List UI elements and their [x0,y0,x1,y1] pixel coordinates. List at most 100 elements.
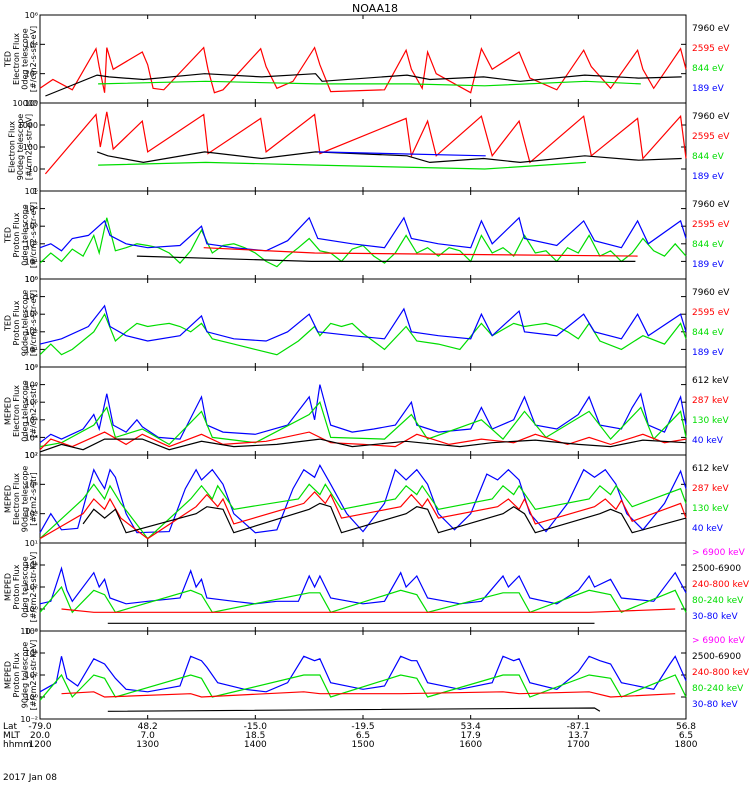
y-tick-label: 1 [33,187,38,196]
legend-entry: 40 keV [692,436,724,446]
y-tick-label: 10⁰ [25,693,38,702]
x-row-value: 18.5 [245,731,265,741]
x-row-value: -79.0 [28,722,52,732]
x-row-value: 1500 [352,740,375,750]
y-tick-label: 10¹ [25,539,38,548]
series-line-green [39,585,687,614]
y-axis-label-line: TED [3,51,12,68]
x-row-value: 53.4 [461,722,481,732]
y-axis-label-line: [#/cm2-s-str-keV] [29,640,38,711]
y-axis-label: Electron Flux90deg telescope[#/cm2-s-str… [8,114,34,181]
x-row-value: 1400 [244,740,267,750]
x-row-value: 1600 [459,740,482,750]
x-row-value: 56.8 [676,722,696,732]
y-tick-label: 10² [25,671,38,680]
legend-entry: 7960 eV [692,200,730,210]
legend-entry: 240-800 keV [692,668,750,678]
panel-frame [39,542,687,632]
series-line-blue [39,384,687,444]
x-row-value: 1300 [136,740,159,750]
y-axis-label: TEDProton Flux0deg telescope[#/cm2-s-str… [3,202,38,268]
series-line-red [39,46,687,94]
y-axis-label-line: Proton Flux [12,564,21,609]
x-row-value: 1700 [567,740,590,750]
y-axis-label-line: 90deg telescope [20,642,29,709]
y-axis-label-line: [#/cm2-s-str-keV] [29,552,38,623]
legend-entry: 7960 eV [692,24,730,34]
y-axis-label-line: Proton Flux [12,212,21,257]
x-row-value: -15.0 [244,722,268,732]
legend-entry: 189 eV [692,84,725,94]
legend-entry: 40 keV [692,524,724,534]
series-line-black [136,255,636,262]
legend-entry: 2500-6900 [692,652,741,662]
y-axis-label-line: 90deg telescope [20,290,29,357]
legend-entry: 844 eV [692,328,725,338]
series-line-green [39,312,687,356]
y-tick-label: 10000 [13,99,38,108]
series-line-green [98,80,641,87]
y-tick-label: 10⁰ [25,275,38,284]
series-line-black [107,707,601,712]
x-row-value: 48.2 [138,722,158,732]
y-tick-label: 10⁴ [25,561,38,570]
y-axis-label: TEDProton Flux90deg telescope[#/cm2-s-st… [3,290,38,357]
y-tick-label: 10³ [25,510,38,519]
y-axis-label-line: 90deg telescope [20,466,29,533]
y-tick-label: 10⁵ [25,398,38,407]
legend-entry: 844 eV [692,64,725,74]
y-axis-label-line: [#/cm2-s-str-eV] [29,290,38,356]
y-tick-label: 10⁶ [25,627,38,636]
y-tick-label: 10² [25,70,38,79]
y-axis-label-line: Electron Flux [12,33,21,85]
y-axis-label: MEPEDProton Flux0deg telescope[#/cm2-s-s… [3,552,38,623]
y-tick-label: 10⁶ [25,11,38,20]
series-line-red [39,431,687,451]
series-line-black [82,502,687,534]
y-axis-label-line: [#/cm2-s-str] [29,472,38,525]
legend-entry: 2500-6900 [692,564,741,574]
y-axis-label-line: MEPED [3,573,12,601]
legend-entry: 30-80 keV [692,700,738,710]
series-line-red [39,491,687,540]
series-line-black [45,73,682,97]
y-axis-label-line: [#/cm2-s-str] [29,384,38,437]
x-row-value: 1800 [675,740,698,750]
series-line-green [98,161,586,170]
series-line-green [39,673,687,701]
y-tick-label: 10⁴ [25,293,38,302]
y-tick-label: 10 [28,165,38,174]
series-line-blue [39,463,687,534]
x-row-value: 20.0 [30,731,50,741]
x-axis-labels: Lat -79.0 48.2 -15.0 -19.5 53.4 -87.1 56.8 MLT 20… [3,722,698,750]
y-axis-label-line: TED [3,227,12,244]
panel-frame [39,14,687,104]
legend-entry: 612 keV [692,464,729,474]
panel-8: 10⁻² 10⁰ 10² 10⁴ 10⁶ MEPEDProton Flux90deg te… [3,627,750,724]
y-axis-label-line: Electron Flux [12,473,21,525]
x-row-value: 7.0 [141,731,156,741]
y-axis-label-line: MEPED [3,485,12,513]
y-tick-label: 10⁶ [25,381,38,390]
x-row-value: -87.1 [567,722,590,732]
y-tick-label: 10² [25,240,38,249]
legend-entry: 287 keV [692,484,729,494]
legend-entry: 2595 eV [692,44,730,54]
y-tick-label: 10⁴ [25,205,38,214]
series-line-green [39,217,687,268]
x-row-value: -19.5 [351,722,374,732]
y-axis-label-line: 0deg telescope [20,28,29,89]
panel-3: 10⁰ 10¹ 10² 10³ 10⁴ 10⁵ TEDProton Flux0deg tel… [3,187,730,284]
legend-entry: 844 eV [692,240,725,250]
series-line-green [39,400,687,448]
legend-entry: 130 keV [692,416,729,426]
y-tick-label: 10⁵ [25,275,38,284]
panel-4: 10⁰ 10¹ 10² 10³ 10⁴ 10⁵ TEDProton Flux90deg te… [3,275,730,372]
legend-entry: 80-240 keV [692,684,744,694]
x-row-value: 1200 [29,740,52,750]
y-axis-label-line: TED [3,315,12,332]
series-line-red [61,608,676,613]
y-tick-label: 10¹ [25,257,38,266]
